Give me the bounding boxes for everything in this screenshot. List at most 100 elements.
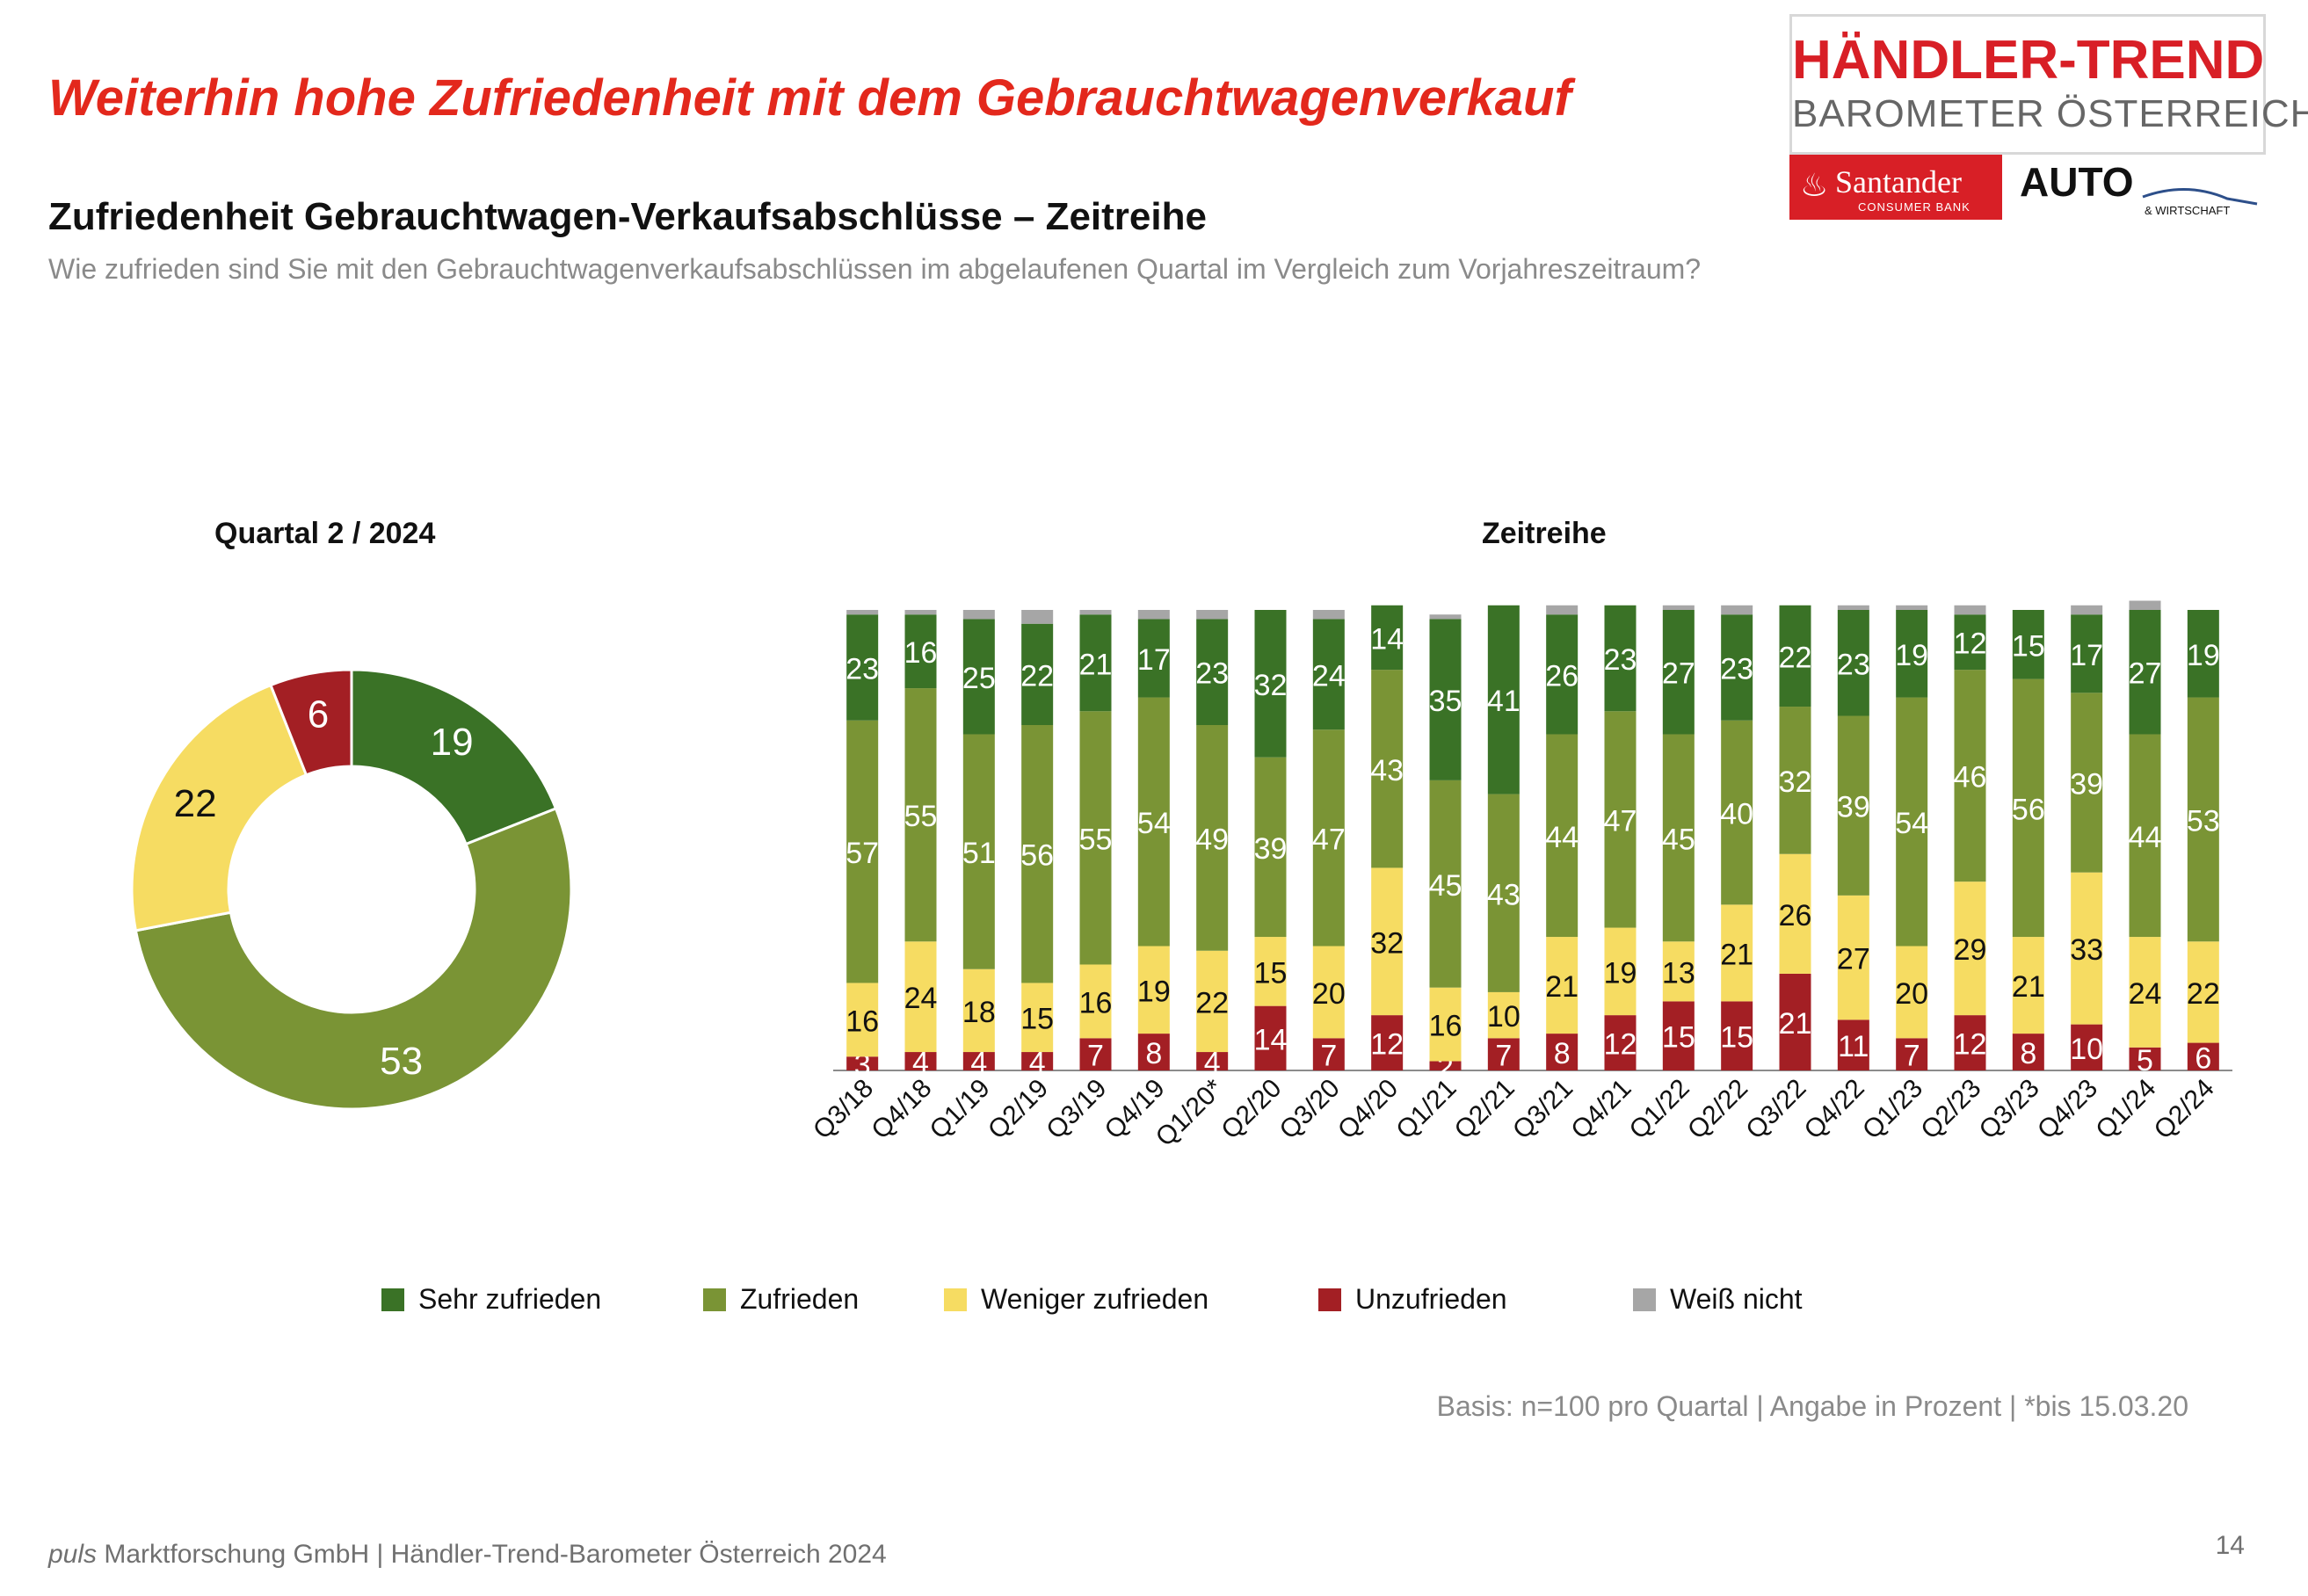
bar-sehr_zufrieden-2 bbox=[962, 619, 995, 735]
x-tick-label-9: Q4/20 bbox=[1332, 1074, 1404, 1145]
bar-label-unzufrieden-14: 15 bbox=[1662, 1021, 1695, 1055]
x-tick-label-14: Q1/22 bbox=[1624, 1074, 1695, 1145]
bar-sehr_zufrieden-18 bbox=[1896, 610, 1928, 698]
x-tick-label-23: Q2/24 bbox=[2149, 1074, 2220, 1145]
bar-label-weniger_zufrieden-21: 33 bbox=[2070, 933, 2103, 967]
x-tick-label-4: Q3/19 bbox=[1041, 1074, 1112, 1145]
bar-label-sehr_zufrieden-11: 41 bbox=[1487, 685, 1521, 718]
x-tick-label-18: Q1/23 bbox=[1857, 1074, 1928, 1145]
bar-label-weniger_zufrieden-5: 19 bbox=[1137, 975, 1171, 1008]
page-title: Weiterhin hohe Zufriedenheit mit dem Geb… bbox=[48, 69, 1571, 127]
x-tick-label-13: Q4/21 bbox=[1565, 1074, 1637, 1145]
bar-unzufrieden-14 bbox=[1662, 1001, 1695, 1070]
bar-unzufrieden-2 bbox=[962, 1052, 995, 1070]
bar-label-sehr_zufrieden-4: 21 bbox=[1079, 648, 1113, 681]
car-swoosh-icon bbox=[2142, 187, 2258, 206]
donut-slice-sehr_zufrieden bbox=[350, 668, 558, 846]
bar-sehr_zufrieden-11 bbox=[1487, 605, 1520, 794]
bar-weniger_zufrieden-16 bbox=[1779, 853, 1811, 974]
chart-subtitle: Zufriedenheit Gebrauchtwagen-Verkaufsabs… bbox=[48, 195, 1207, 238]
legend-label-weiss_nicht: Weiß nicht bbox=[1670, 1283, 1803, 1315]
bar-unzufrieden-22 bbox=[2129, 1047, 2161, 1070]
bar-label-unzufrieden-19: 12 bbox=[1954, 1028, 1987, 1062]
bar-label-unzufrieden-13: 12 bbox=[1604, 1028, 1637, 1062]
bar-weniger_zufrieden-12 bbox=[1546, 937, 1579, 1034]
bar-label-weniger_zufrieden-19: 29 bbox=[1954, 933, 1987, 967]
bar-unzufrieden-4 bbox=[1079, 1038, 1112, 1070]
bar-label-sehr_zufrieden-2: 25 bbox=[962, 662, 996, 695]
bar-label-weniger_zufrieden-15: 21 bbox=[1720, 938, 1753, 971]
x-tick-label-6: Q1/20* bbox=[1150, 1073, 1230, 1152]
bar-label-unzufrieden-8: 7 bbox=[1320, 1040, 1337, 1073]
bar-label-sehr_zufrieden-15: 23 bbox=[1720, 653, 1753, 686]
bar-zufrieden-4 bbox=[1079, 711, 1112, 965]
donut-slice-unzufrieden bbox=[269, 668, 353, 777]
legend-label-sehr_zufrieden: Sehr zufrieden bbox=[418, 1283, 602, 1315]
bar-unzufrieden-12 bbox=[1546, 1034, 1579, 1070]
bar-label-unzufrieden-23: 6 bbox=[2195, 1041, 2211, 1075]
bar-label-sehr_zufrieden-3: 22 bbox=[1020, 659, 1054, 693]
bar-label-unzufrieden-1: 4 bbox=[912, 1047, 929, 1080]
bar-label-unzufrieden-22: 5 bbox=[2137, 1044, 2153, 1077]
basis-note: Basis: n=100 pro Quartal | Angabe in Pro… bbox=[1436, 1390, 2188, 1422]
bar-zufrieden-21 bbox=[2071, 693, 2103, 873]
bar-weiss_nicht-1 bbox=[904, 610, 937, 615]
bar-label-zufrieden-1: 55 bbox=[904, 800, 938, 833]
bar-zufrieden-3 bbox=[1021, 725, 1054, 983]
bar-label-sehr_zufrieden-19: 12 bbox=[1954, 628, 1987, 661]
santander-sub: CONSUMER BANK bbox=[1858, 200, 1971, 214]
bar-label-sehr_zufrieden-16: 22 bbox=[1779, 641, 1812, 674]
bar-weiss_nicht-17 bbox=[1837, 605, 1869, 610]
x-tick-label-1: Q4/18 bbox=[866, 1074, 937, 1145]
bar-unzufrieden-19 bbox=[1954, 1015, 1986, 1070]
bar-weniger_zufrieden-15 bbox=[1721, 904, 1753, 1002]
bar-label-weniger_zufrieden-1: 24 bbox=[904, 982, 938, 1015]
bar-label-unzufrieden-7: 14 bbox=[1254, 1023, 1288, 1056]
bar-label-sehr_zufrieden-22: 27 bbox=[2129, 657, 2162, 691]
bar-label-sehr_zufrieden-14: 27 bbox=[1662, 657, 1695, 691]
x-tick-label-16: Q3/22 bbox=[1740, 1074, 1811, 1145]
donut-slice-zufrieden bbox=[134, 807, 573, 1111]
bar-label-zufrieden-6: 49 bbox=[1195, 823, 1229, 856]
bar-unzufrieden-20 bbox=[2012, 1034, 2044, 1070]
bar-zufrieden-23 bbox=[2187, 697, 2219, 942]
bar-label-weniger_zufrieden-11: 10 bbox=[1487, 1000, 1521, 1034]
bar-label-weniger_zufrieden-18: 20 bbox=[1895, 977, 1928, 1011]
bar-zufrieden-7 bbox=[1254, 757, 1287, 938]
bar-zufrieden-19 bbox=[1954, 670, 1986, 882]
bar-unzufrieden-15 bbox=[1721, 1001, 1753, 1070]
bar-zufrieden-11 bbox=[1487, 794, 1520, 992]
bar-unzufrieden-5 bbox=[1137, 1034, 1170, 1070]
bar-label-weniger_zufrieden-8: 20 bbox=[1312, 977, 1346, 1011]
bar-label-unzufrieden-3: 4 bbox=[1029, 1047, 1046, 1080]
bar-label-unzufrieden-2: 4 bbox=[970, 1047, 987, 1080]
bar-label-unzufrieden-21: 10 bbox=[2070, 1033, 2103, 1066]
bar-weiss_nicht-15 bbox=[1721, 605, 1753, 615]
bar-zufrieden-6 bbox=[1196, 725, 1229, 951]
bar-sehr_zufrieden-10 bbox=[1429, 619, 1462, 780]
bar-label-sehr_zufrieden-8: 24 bbox=[1312, 659, 1346, 693]
auto-logo-text: AUTO bbox=[2020, 159, 2134, 205]
bar-label-zufrieden-4: 55 bbox=[1079, 823, 1113, 856]
bar-label-zufrieden-20: 56 bbox=[2012, 793, 2045, 826]
bar-label-weniger_zufrieden-12: 21 bbox=[1545, 970, 1579, 1004]
bar-sehr_zufrieden-20 bbox=[2012, 610, 2044, 679]
donut-label-unzufrieden: 6 bbox=[308, 693, 329, 736]
bar-unzufrieden-16 bbox=[1779, 973, 1811, 1070]
bar-label-zufrieden-15: 40 bbox=[1720, 798, 1753, 831]
bar-weniger_zufrieden-13 bbox=[1604, 927, 1637, 1016]
bar-label-weniger_zufrieden-4: 16 bbox=[1079, 986, 1113, 1019]
bar-label-weniger_zufrieden-0: 16 bbox=[846, 1005, 879, 1038]
bar-zufrieden-16 bbox=[1779, 707, 1811, 854]
donut-label-zufrieden: 53 bbox=[380, 1040, 423, 1083]
auto-wirtschaft-logo: AUTO & WIRTSCHAFT bbox=[2020, 155, 2264, 225]
bar-weniger_zufrieden-14 bbox=[1662, 941, 1695, 1002]
bar-zufrieden-20 bbox=[2012, 678, 2044, 938]
bar-weniger_zufrieden-22 bbox=[2129, 937, 2161, 1048]
x-tick-label-8: Q3/20 bbox=[1274, 1074, 1346, 1145]
bar-zufrieden-18 bbox=[1896, 697, 1928, 947]
bar-label-zufrieden-3: 56 bbox=[1020, 839, 1054, 873]
bar-sehr_zufrieden-1 bbox=[904, 614, 937, 689]
bar-sehr_zufrieden-5 bbox=[1137, 619, 1170, 698]
bar-label-weniger_zufrieden-10: 16 bbox=[1429, 1010, 1462, 1043]
